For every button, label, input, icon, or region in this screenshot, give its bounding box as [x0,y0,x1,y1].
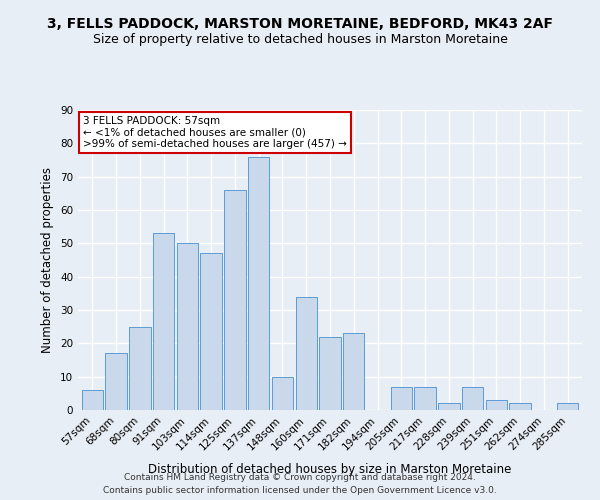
Bar [509,404,531,410]
Bar [176,244,198,410]
Bar [82,390,103,410]
Bar [391,386,412,410]
Text: Contains public sector information licensed under the Open Government Licence v3: Contains public sector information licen… [103,486,497,495]
Bar [248,156,269,410]
Text: Size of property relative to detached houses in Marston Moretaine: Size of property relative to detached ho… [92,32,508,46]
Bar [129,326,151,410]
Bar [438,404,460,410]
Bar [415,386,436,410]
Text: 3, FELLS PADDOCK, MARSTON MORETAINE, BEDFORD, MK43 2AF: 3, FELLS PADDOCK, MARSTON MORETAINE, BED… [47,18,553,32]
X-axis label: Distribution of detached houses by size in Marston Moretaine: Distribution of detached houses by size … [148,463,512,476]
Bar [319,336,341,410]
Bar [343,334,364,410]
Bar [296,296,317,410]
Bar [200,254,222,410]
Bar [486,400,507,410]
Bar [557,404,578,410]
Text: 3 FELLS PADDOCK: 57sqm
← <1% of detached houses are smaller (0)
>99% of semi-det: 3 FELLS PADDOCK: 57sqm ← <1% of detached… [83,116,347,149]
Bar [462,386,484,410]
Bar [224,190,245,410]
Bar [106,354,127,410]
Y-axis label: Number of detached properties: Number of detached properties [41,167,55,353]
Bar [272,376,293,410]
Bar [153,234,174,410]
Text: Contains HM Land Registry data © Crown copyright and database right 2024.: Contains HM Land Registry data © Crown c… [124,474,476,482]
